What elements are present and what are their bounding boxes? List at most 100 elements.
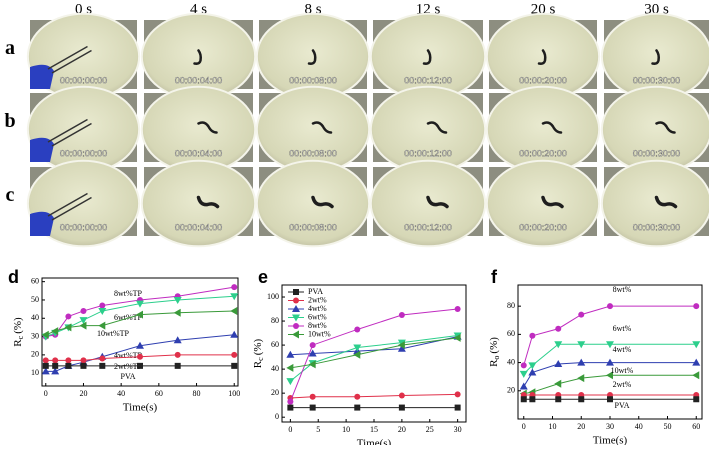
marker — [65, 357, 72, 364]
marker — [136, 310, 143, 319]
marker — [287, 398, 294, 405]
marker — [80, 307, 87, 314]
y-tick-label: 20 — [507, 386, 515, 395]
marker — [41, 367, 50, 375]
legend-label: PVA — [308, 287, 323, 296]
y-axis-label-main: R — [488, 359, 500, 367]
marker — [520, 396, 527, 403]
timestamp: 00:00:30:00 — [633, 148, 681, 158]
marker — [453, 333, 461, 342]
timestamp: 00:00:30:00 — [633, 222, 681, 232]
chart: f 0 10 20 30 40 50 60 20 40 60 80 Time(s) Ro (%) 8wt% 6w… — [488, 267, 703, 447]
marker — [65, 362, 72, 369]
y-tick-label: 60 — [31, 276, 39, 285]
timestamp: 00:00:00:00 — [60, 148, 108, 158]
marker — [354, 326, 361, 333]
marker — [293, 289, 299, 295]
marker — [230, 293, 239, 301]
marker — [52, 362, 59, 369]
x-tick-label: 50 — [664, 422, 672, 431]
marker — [231, 284, 238, 291]
marker — [174, 351, 181, 358]
marker — [692, 341, 701, 349]
marker — [578, 396, 585, 403]
x-tick-label: 30 — [454, 425, 462, 434]
marker — [519, 382, 528, 390]
marker — [174, 362, 181, 369]
y-axis-label-unit: (%) — [12, 317, 24, 334]
x-tick-label: 20 — [577, 422, 585, 431]
timestamp: 00:00:04:00 — [175, 75, 223, 85]
glove — [30, 211, 54, 236]
y-tick-label: 40 — [507, 357, 515, 366]
marker — [398, 404, 405, 411]
marker — [397, 341, 405, 350]
timestamp: 00:00:00:00 — [60, 222, 108, 232]
marker — [292, 314, 300, 322]
y-tick-label: 50 — [31, 295, 39, 304]
x-axis-label: Time(s) — [593, 435, 628, 445]
sample — [541, 195, 564, 209]
marker — [98, 321, 106, 330]
marker — [230, 330, 239, 338]
series-label: PVA — [615, 401, 630, 410]
marker — [398, 392, 405, 399]
series-label: 8wt% — [613, 285, 632, 294]
y-axis-label-main: R — [252, 360, 264, 368]
row-label: a — [5, 37, 15, 59]
sample — [541, 121, 563, 134]
sample — [311, 195, 334, 209]
marker — [309, 393, 316, 400]
marker — [136, 300, 144, 308]
marker — [554, 359, 563, 367]
timestamp: 00:00:08:00 — [289, 148, 337, 158]
sample — [307, 49, 317, 65]
marker — [52, 357, 59, 364]
series-label: 6wt%TP — [114, 313, 143, 322]
series-line — [523, 305, 697, 366]
marker — [607, 303, 613, 310]
marker — [293, 323, 299, 329]
series-label: 8wt%TP — [114, 289, 143, 298]
y-axis-label-sub: c — [16, 335, 25, 339]
x-tick-label: 15 — [370, 425, 378, 434]
sample — [537, 49, 547, 65]
y-axis-label-unit: (%) — [252, 338, 264, 355]
marker — [79, 317, 88, 325]
y-tick-label: 60 — [271, 340, 279, 349]
marker — [308, 349, 317, 357]
marker — [51, 327, 59, 336]
x-tick-label: 30 — [606, 422, 614, 431]
x-tick-label: 40 — [117, 389, 125, 398]
timestamp: 00:00:08:00 — [289, 222, 337, 232]
petri-dish — [255, 85, 371, 174]
x-tick-label: 0 — [522, 422, 526, 431]
sample — [426, 121, 448, 134]
sample — [651, 49, 660, 65]
marker — [528, 362, 537, 370]
marker — [80, 357, 87, 364]
marker — [577, 341, 586, 349]
marker — [64, 323, 72, 332]
marker — [286, 363, 294, 372]
marker — [354, 393, 361, 400]
marker — [42, 357, 49, 364]
petri-dish — [369, 159, 487, 248]
panel-label: d — [8, 267, 19, 287]
legend-label: 10wt% — [308, 329, 331, 338]
y-axis-label: Rc(%) — [12, 317, 25, 347]
sample — [193, 49, 202, 65]
x-tick-label: 0 — [44, 389, 48, 398]
marker — [398, 312, 405, 319]
marker — [173, 336, 182, 344]
marker — [555, 325, 562, 332]
x-tick-label: 80 — [193, 389, 201, 398]
marker — [51, 367, 60, 375]
y-axis-label-sub: c — [256, 357, 265, 361]
marker — [577, 358, 586, 366]
sample — [196, 195, 220, 209]
y-axis-label-main: R — [12, 339, 24, 347]
y-tick-label: 40 — [271, 364, 279, 373]
